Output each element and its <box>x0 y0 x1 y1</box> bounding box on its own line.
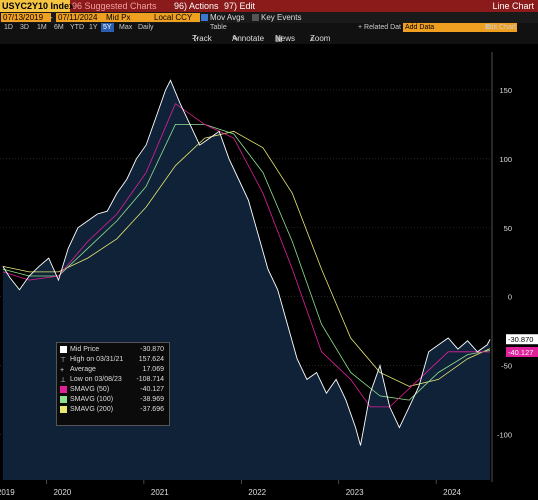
legend-row-high: ⊤ High on 03/31/21 157.624 <box>60 355 166 365</box>
legend-value: 157.624 <box>138 356 164 363</box>
legend-row-sma200: SMAVG (200) -37.696 <box>60 405 166 415</box>
suggested-charts-menu[interactable]: 96 Suggested Charts <box>72 1 157 11</box>
mov-avgs-toggle[interactable]: Mov Avgs <box>201 13 245 22</box>
legend-value: 17.069 <box>142 366 164 373</box>
legend-row-sma50: SMAVG (50) -40.127 <box>60 385 166 395</box>
legend-label: SMAVG (200) <box>70 406 114 413</box>
line-chart[interactable]: 150 100 50 0 -50 -100 2019 2020 2021 2022 2023 202… <box>0 44 538 500</box>
legend-value: -40.127 <box>140 386 164 393</box>
checkbox-checked-icon <box>201 14 208 22</box>
news-icon: ▤ <box>275 34 283 43</box>
parameter-bar: 07/13/2019 - 07/11/2024 Mid Px Local CCY… <box>0 12 538 23</box>
x-tick-label: 2019 <box>0 488 15 497</box>
x-tick-label: 2024 <box>443 488 461 497</box>
legend-row-mid-price: Mid Price -30.870 <box>60 345 166 355</box>
field-select[interactable]: Mid Px <box>104 13 152 22</box>
add-data-field[interactable]: Add Data <box>403 23 517 32</box>
sma50-tag-box <box>506 346 538 357</box>
legend-label: Low on 03/08/23 <box>70 376 122 383</box>
zoom-label: Zoom <box>310 34 331 43</box>
legend-label: Average <box>70 366 96 373</box>
series-lines <box>2 79 491 446</box>
legend-swatch <box>60 395 67 403</box>
x-tick-label: 2021 <box>151 488 169 497</box>
period-1d[interactable]: 1D <box>4 24 13 31</box>
series-line-smavg-100- <box>2 124 491 401</box>
period-ytd[interactable]: YTD <box>70 24 84 31</box>
y-tick-label: 150 <box>499 86 512 95</box>
x-tick-label: 2020 <box>53 488 71 497</box>
news-label: News <box>275 34 296 43</box>
magnifier-icon: ⌕ <box>310 34 315 43</box>
y-tick-label: 50 <box>504 224 512 233</box>
y-tick-label: -50 <box>501 362 512 371</box>
legend-label: SMAVG (100) <box>70 396 114 403</box>
chart-type-title: Line Chart <box>492 1 534 11</box>
average-marker-icon: + <box>60 366 65 374</box>
legend-label: SMAVG (50) <box>70 386 110 393</box>
legend-swatch <box>60 345 67 353</box>
x-tick-label: 2023 <box>346 488 364 497</box>
track-label: Track <box>192 34 212 43</box>
frequency-select[interactable]: Daily <box>138 24 154 31</box>
y-axis: 150 100 50 0 -50 -100 <box>491 52 512 482</box>
title-bar: USYC2Y10 Index 96 Suggested Charts 96) A… <box>0 0 538 12</box>
tool-bar: ⊹ Track ✎ Annotate ▤ News ⌕ Zoom <box>0 32 538 44</box>
pencil-icon: ✎ <box>232 34 239 43</box>
key-events-label: Key Events <box>261 13 302 22</box>
edit-menu[interactable]: 97) Edit <box>224 1 256 11</box>
start-date-field[interactable]: 07/13/2019 <box>1 13 51 22</box>
legend-swatch <box>60 385 67 393</box>
price-tag-box <box>506 334 538 345</box>
end-date-field[interactable]: 07/11/2024 <box>56 13 104 22</box>
gear-icon: ⚙ <box>485 24 492 31</box>
legend-label: Mid Price <box>70 346 100 353</box>
value-tags: -30.870 -40.127 <box>506 334 538 357</box>
edit-chart-label: Edit Chart <box>485 24 517 31</box>
legend-row-average: + Average 17.069 <box>60 365 166 375</box>
y-tick-label: -100 <box>497 431 512 440</box>
legend-value: -38.969 <box>140 396 164 403</box>
legend-label: High on 03/31/21 <box>70 356 124 363</box>
checkbox-unchecked-icon <box>252 14 259 22</box>
x-tick-label: 2022 <box>248 488 266 497</box>
legend-value: -30.870 <box>140 346 164 353</box>
high-marker-icon: ⊤ <box>60 356 67 364</box>
legend-swatch <box>60 405 67 413</box>
y-tick-label: 0 <box>508 293 512 302</box>
period-6m[interactable]: 6M <box>54 24 64 31</box>
y-tick-label: 100 <box>499 155 512 164</box>
series-line-smavg-200- <box>2 130 491 387</box>
legend-row-low: ⊥ Low on 03/08/23 -108.714 <box>60 375 166 385</box>
price-tag-label: -30.870 <box>508 335 533 344</box>
key-events-toggle[interactable]: Key Events <box>252 13 301 22</box>
chart-legend[interactable]: Mid Price -30.870 ⊤ High on 03/31/21 157… <box>56 342 170 426</box>
legend-value: -108.714 <box>136 376 164 383</box>
currency-select[interactable]: Local CCY <box>152 13 200 22</box>
sma50-tag-label: -40.127 <box>508 348 533 357</box>
annotate-label: Annotate <box>232 34 265 43</box>
legend-value: -37.696 <box>140 406 164 413</box>
series-line-smavg-50- <box>2 103 491 408</box>
legend-row-sma100: SMAVG (100) -38.969 <box>60 395 166 405</box>
actions-menu[interactable]: 96) Actions <box>174 1 219 11</box>
period-3d[interactable]: 3D <box>20 24 29 31</box>
mov-avgs-label: Mov Avgs <box>210 13 245 22</box>
period-1m[interactable]: 1M <box>37 24 47 31</box>
related-data-button[interactable]: + Related Dat <box>358 24 401 31</box>
period-5y[interactable]: 5Y <box>101 23 114 32</box>
ticker-field[interactable]: USYC2Y10 Index <box>0 0 75 12</box>
period-max[interactable]: Max <box>119 24 133 31</box>
series-line-mid-price <box>2 79 491 446</box>
low-marker-icon: ⊥ <box>60 376 67 384</box>
table-button[interactable]: Table <box>210 24 227 31</box>
x-axis: 2019 2020 2021 2022 2023 2024 <box>0 480 462 497</box>
date-separator: - <box>50 13 53 22</box>
period-1y[interactable]: 1Y <box>89 24 98 31</box>
crosshair-icon: ⊹ <box>192 34 199 43</box>
period-bar: 1D 3D 1M 6M YTD 1Y 5Y Max Daily Table + … <box>0 23 538 32</box>
